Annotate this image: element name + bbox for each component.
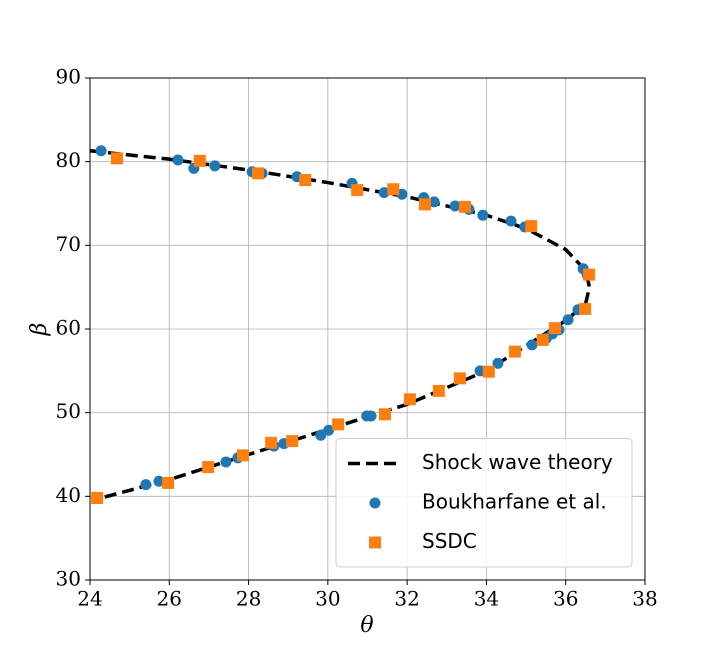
data-point bbox=[505, 215, 517, 227]
legend-marker bbox=[369, 536, 381, 549]
legend-label: Boukharfane et al. bbox=[422, 490, 607, 514]
data-point bbox=[482, 365, 495, 378]
data-point bbox=[332, 418, 345, 431]
data-point bbox=[265, 436, 278, 449]
data-point bbox=[252, 167, 265, 180]
data-point bbox=[579, 302, 592, 315]
plot-frame bbox=[89, 77, 646, 581]
data-point bbox=[351, 184, 364, 197]
y-tick-label: 50 bbox=[56, 399, 81, 423]
y-tick-label: 90 bbox=[56, 65, 81, 89]
legend-box bbox=[335, 438, 633, 568]
data-point bbox=[237, 449, 250, 462]
x-tick-label: 28 bbox=[236, 587, 261, 611]
data-point bbox=[91, 492, 104, 505]
data-point bbox=[220, 456, 232, 468]
y-tick-label: 80 bbox=[56, 148, 81, 172]
data-point bbox=[525, 220, 538, 233]
data-point bbox=[477, 209, 489, 221]
data-point bbox=[549, 322, 562, 335]
data-point bbox=[286, 435, 299, 448]
y-tick-label: 60 bbox=[56, 316, 81, 340]
data-point bbox=[315, 429, 327, 441]
y-tick-label: 70 bbox=[56, 232, 81, 256]
x-tick-label: 36 bbox=[553, 587, 578, 611]
x-tick-label: 30 bbox=[315, 587, 340, 611]
data-point bbox=[378, 187, 390, 199]
data-point bbox=[536, 333, 549, 346]
data-point bbox=[172, 154, 184, 166]
data-point bbox=[459, 200, 472, 213]
legend-label: SSDC bbox=[422, 529, 477, 553]
data-point bbox=[403, 393, 416, 406]
legend-label: Shock wave theory bbox=[422, 450, 613, 474]
data-point bbox=[453, 372, 466, 385]
data-point bbox=[432, 384, 445, 397]
data-point bbox=[387, 183, 400, 196]
x-tick-label: 38 bbox=[632, 587, 657, 611]
data-point bbox=[492, 357, 504, 369]
data-point bbox=[110, 152, 123, 165]
data-point bbox=[153, 475, 165, 487]
x-axis-label: θ bbox=[360, 613, 373, 638]
data-point bbox=[95, 145, 107, 157]
data-point bbox=[508, 345, 521, 358]
x-tick-label: 24 bbox=[77, 587, 102, 611]
legend-marker bbox=[369, 497, 381, 509]
y-axis-label: β bbox=[27, 323, 52, 337]
x-tick-label: 32 bbox=[394, 587, 419, 611]
data-point bbox=[140, 479, 152, 491]
data-point bbox=[583, 268, 596, 281]
data-point bbox=[323, 424, 335, 436]
data-point bbox=[193, 154, 206, 167]
theory-line bbox=[89, 149, 592, 501]
data-point bbox=[162, 476, 175, 489]
x-tick-label: 34 bbox=[474, 587, 499, 611]
y-tick-label: 40 bbox=[56, 483, 81, 507]
data-point bbox=[449, 200, 461, 212]
data-point bbox=[299, 174, 312, 187]
x-tick-label: 26 bbox=[157, 587, 182, 611]
y-tick-label: 30 bbox=[56, 567, 81, 591]
data-point bbox=[209, 160, 221, 172]
data-point bbox=[202, 461, 215, 474]
data-point bbox=[361, 410, 373, 422]
data-point bbox=[418, 198, 431, 211]
data-point bbox=[378, 408, 391, 421]
data-point bbox=[428, 196, 440, 208]
data-point bbox=[526, 339, 538, 351]
data-point bbox=[562, 314, 574, 326]
